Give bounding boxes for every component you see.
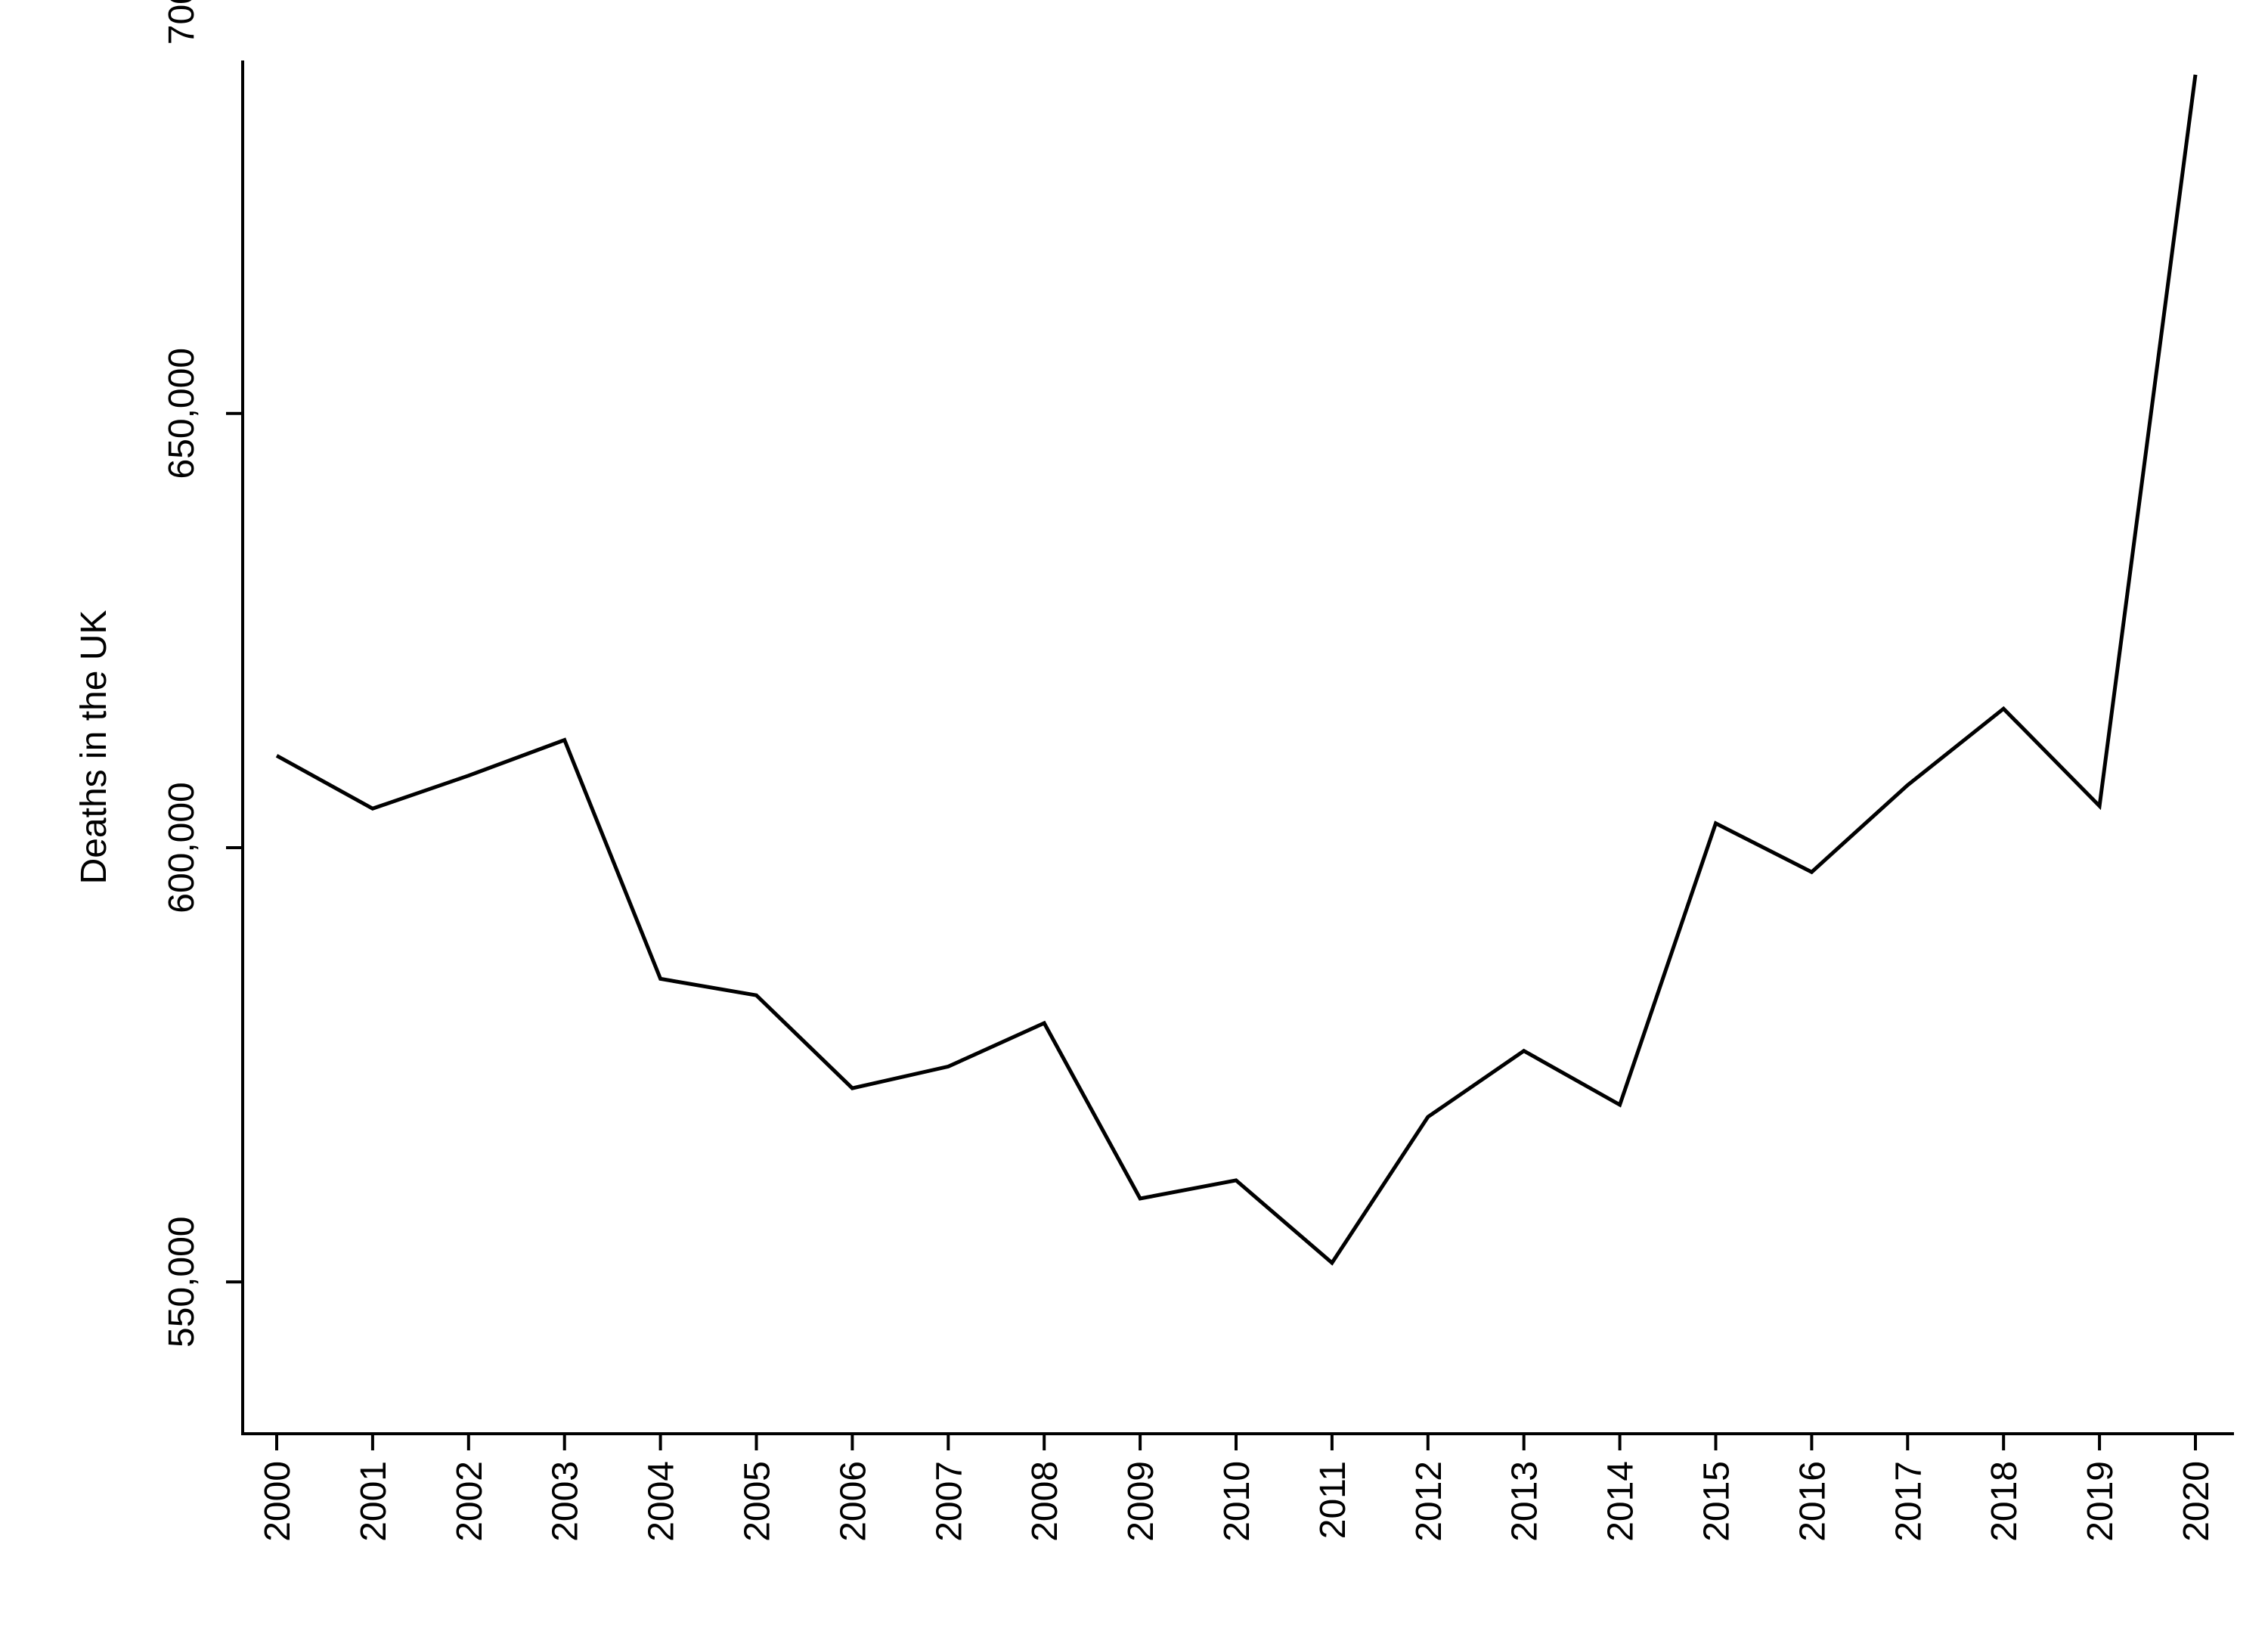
data-point	[1330, 1261, 1334, 1265]
x-ticks: 2000 2001 2002 2003 2004 2005 2006 2007 2008 2009…	[258, 1434, 2217, 1542]
data-point	[1522, 1049, 1526, 1053]
x-tick-label: 2003	[546, 1461, 586, 1542]
x-tick-label: 2017	[1888, 1461, 1929, 1542]
series-line-deaths	[275, 74, 2198, 1266]
x-tick-label: 2008	[1025, 1461, 1065, 1542]
x-tick-label: 2018	[1984, 1461, 2025, 1542]
x-tick-label: 2015	[1697, 1461, 1737, 1542]
data-point	[1618, 1103, 1622, 1107]
x-tick-label: 2000	[258, 1461, 298, 1542]
x-tick-label: 2005	[738, 1461, 778, 1542]
data-point	[1809, 870, 1814, 874]
data-point	[2193, 73, 2198, 77]
x-tick-label: 2010	[1217, 1461, 1257, 1542]
data-point	[658, 976, 663, 981]
data-point	[850, 1086, 854, 1090]
x-tick-label: 2020	[2177, 1461, 2217, 1542]
data-point	[1138, 1196, 1142, 1201]
x-tick-label: 2019	[2081, 1461, 2121, 1542]
data-point	[466, 774, 471, 778]
data-point	[2001, 706, 2006, 711]
x-tick-label: 2013	[1505, 1461, 1545, 1542]
data-point	[370, 806, 375, 811]
x-tick-label: 2016	[1792, 1461, 1833, 1542]
data-point	[1426, 1115, 1430, 1119]
data-point	[946, 1064, 950, 1068]
y-tick-label: 550,000	[162, 1216, 202, 1348]
x-tick-label: 2007	[929, 1461, 969, 1542]
y-tick-label: 650,000	[162, 348, 202, 479]
data-point	[754, 993, 759, 997]
data-point	[1905, 783, 1910, 787]
x-tick-label: 2002	[450, 1461, 490, 1542]
y-tick-label: 700,000	[162, 0, 202, 45]
data-point	[1714, 821, 1718, 826]
data-point	[274, 753, 279, 758]
data-point	[562, 738, 567, 743]
x-tick-label: 2009	[1121, 1461, 1161, 1542]
data-point	[1042, 1021, 1046, 1025]
x-tick-label: 2012	[1409, 1461, 1449, 1542]
x-tick-label: 2014	[1601, 1461, 1641, 1542]
y-ticks: 550,000 600,000 650,000 700,000	[162, 0, 243, 1348]
x-tick-label: 2004	[642, 1461, 682, 1542]
y-axis-title: Deaths in the UK	[74, 610, 114, 885]
data-point	[1234, 1178, 1238, 1183]
series	[274, 73, 2198, 1266]
x-tick-label: 2001	[354, 1461, 394, 1542]
x-tick-label: 2011	[1313, 1461, 1353, 1539]
y-tick-label: 600,000	[162, 782, 202, 913]
data-point	[2097, 804, 2102, 808]
x-tick-label: 2006	[833, 1461, 873, 1542]
